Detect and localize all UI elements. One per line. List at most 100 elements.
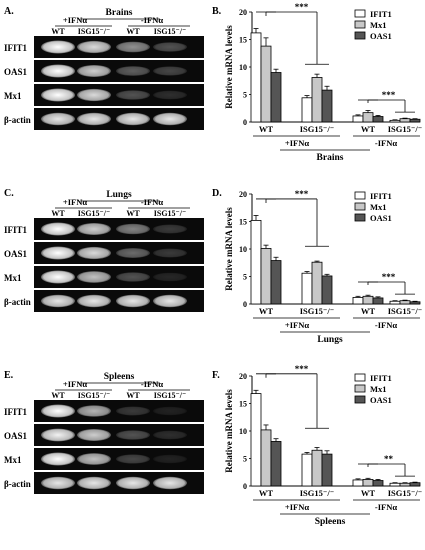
- gel-gene-label: IFIT1: [4, 407, 28, 417]
- gel-gene-label: Mx1: [4, 455, 22, 465]
- chart-y-tick-label: 15: [239, 36, 247, 45]
- chart-y-tick-label: 0: [243, 300, 247, 309]
- gel-band: [77, 429, 111, 441]
- gel-gene-label: OAS1: [4, 67, 28, 77]
- bar: [372, 116, 384, 123]
- gel-lane-label: WT: [51, 27, 65, 36]
- chart-tissue-title: Brains: [317, 153, 344, 163]
- gel-gene-label: OAS1: [4, 431, 28, 441]
- chart-y-tick-label: 15: [239, 218, 247, 227]
- bar: [372, 480, 384, 487]
- gel-tissue-title: Spleens: [104, 372, 135, 382]
- bar: [399, 118, 411, 123]
- legend-label: Mx1: [370, 384, 387, 394]
- bar: [260, 248, 272, 305]
- gel-band: [153, 224, 187, 234]
- chart-x-tick-label: WT: [361, 306, 376, 316]
- chart-tissue-title: Lungs: [317, 335, 343, 345]
- gel-band: [153, 112, 187, 126]
- gel-band: [153, 90, 187, 100]
- chart-group-label: -IFNα: [375, 138, 397, 148]
- sig-stars: ***: [295, 189, 309, 199]
- chart-y-tick-label: 20: [239, 190, 247, 199]
- chart-x-tick-label: WT: [259, 124, 274, 134]
- gel-panel-letter: A.: [4, 6, 14, 17]
- bar: [399, 300, 411, 305]
- gel-gene-label: OAS1: [4, 249, 28, 259]
- gel-lane-label: WT: [126, 391, 140, 400]
- gel-band: [116, 90, 150, 100]
- chart-x-tick-label: WT: [259, 306, 274, 316]
- bar: [321, 89, 333, 123]
- chart-y-tick-label: 0: [243, 482, 247, 491]
- legend-swatch: [354, 373, 366, 382]
- gel-band: [77, 88, 111, 102]
- gel-treatment-label: -IFNα: [141, 197, 163, 207]
- legend-swatch: [354, 31, 366, 40]
- chart-group-label: -IFNα: [375, 320, 397, 330]
- chart-group-label: +IFNα: [285, 320, 309, 330]
- chart-panel-letter: F.: [212, 370, 220, 381]
- bar: [409, 301, 421, 305]
- chart-y-label: Relative mRNA levels: [224, 25, 234, 109]
- gel-band: [77, 453, 111, 465]
- gel-band: [116, 454, 150, 464]
- bar: [399, 482, 411, 487]
- gel-treatment-label: -IFNα: [141, 15, 163, 25]
- gel-band: [153, 454, 187, 464]
- gel-band: [41, 294, 75, 308]
- gel-band: [153, 406, 187, 416]
- chart-y-tick-label: 5: [243, 91, 247, 100]
- sig-stars: ***: [295, 364, 309, 374]
- gel-band: [116, 223, 150, 235]
- gel-band: [41, 452, 75, 466]
- gel-lane-label: ISG15⁻/⁻: [154, 209, 186, 218]
- chart-y-tick-label: 15: [239, 400, 247, 409]
- gel-band: [41, 112, 75, 126]
- gel-band: [77, 223, 111, 235]
- legend-label: IFIT1: [370, 373, 392, 383]
- gel-band: [153, 430, 187, 440]
- bar: [409, 118, 421, 123]
- bar: [301, 272, 313, 305]
- bar: [250, 219, 262, 305]
- chart-y-tick-label: 10: [239, 63, 247, 72]
- legend-label: OAS1: [370, 213, 392, 223]
- gel-gene-label: Mx1: [4, 91, 22, 101]
- bar: [352, 296, 364, 305]
- sig-stars: ***: [295, 2, 309, 12]
- gel-gene-label: IFIT1: [4, 225, 28, 235]
- bar: [270, 441, 282, 487]
- chart-group-label: +IFNα: [285, 502, 309, 512]
- chart-y-label: Relative mRNA levels: [224, 207, 234, 291]
- legend-swatch: [354, 20, 366, 29]
- bar: [270, 260, 282, 305]
- legend-swatch: [354, 202, 366, 211]
- gel-band: [77, 476, 111, 490]
- chart-x-tick-label: ISG15⁻/⁻: [388, 124, 422, 134]
- gel-treatment-label: -IFNα: [141, 379, 163, 389]
- gel-treatment-label: +IFNα: [63, 197, 87, 207]
- chart-x-tick-label: ISG15⁻/⁻: [300, 124, 334, 134]
- legend-label: IFIT1: [370, 191, 392, 201]
- legend-label: Mx1: [370, 20, 387, 30]
- gel-gene-label: Mx1: [4, 273, 22, 283]
- gel-band: [116, 476, 150, 490]
- chart-y-tick-label: 20: [239, 372, 247, 381]
- gel-gene-label: IFIT1: [4, 43, 28, 53]
- bar: [362, 112, 374, 123]
- chart-x-tick-label: ISG15⁻/⁻: [300, 488, 334, 498]
- bar: [301, 97, 313, 123]
- bar: [372, 297, 384, 305]
- gel-band: [77, 271, 111, 283]
- gel-band: [153, 248, 187, 258]
- bar: [389, 119, 401, 123]
- legend-swatch: [354, 9, 366, 18]
- chart-panel-letter: B.: [212, 6, 222, 17]
- chart-y-tick-label: 20: [239, 8, 247, 17]
- bar: [250, 393, 262, 487]
- gel-lane-label: ISG15⁻/⁻: [78, 391, 110, 400]
- gel-band: [153, 476, 187, 490]
- gel-lane-label: WT: [51, 209, 65, 218]
